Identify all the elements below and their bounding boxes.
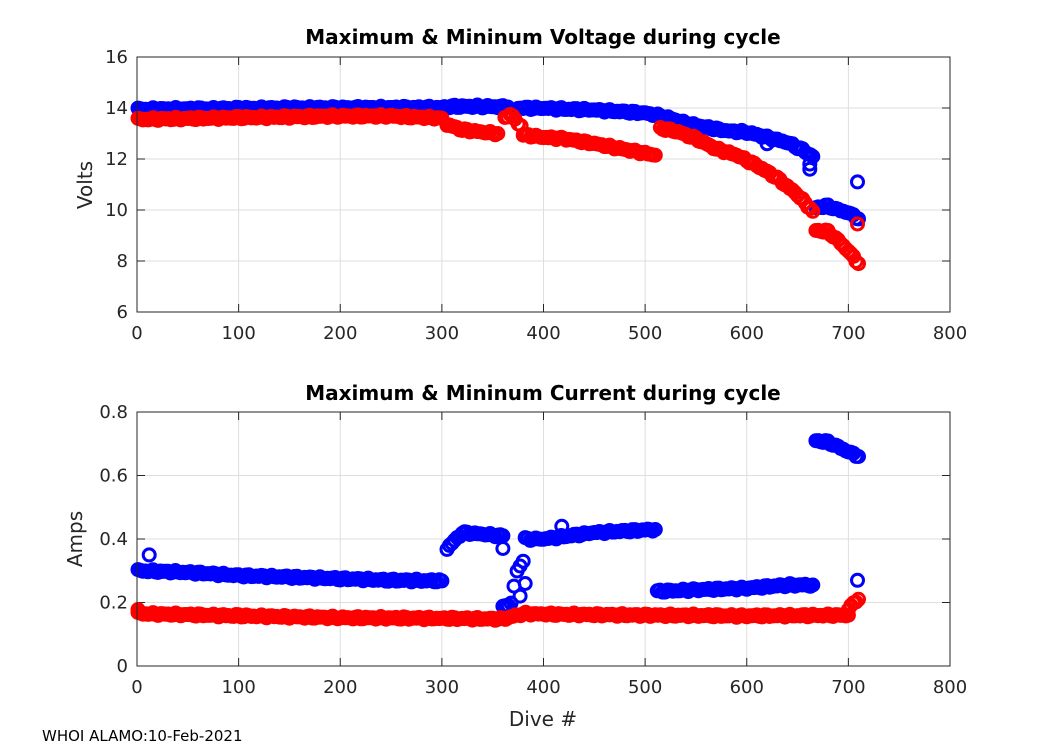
current-axes-frame	[136, 411, 951, 667]
data-point-maximum	[850, 572, 865, 588]
voltage-x-tick-label: 200	[323, 323, 357, 344]
current-x-tick-label: 800	[933, 677, 967, 698]
current-y-axis-label: Amps	[63, 511, 87, 567]
current-y-tick-label: 0.6	[99, 466, 128, 487]
data-point-maximum	[805, 577, 821, 593]
voltage-y-tick-label: 8	[117, 251, 128, 272]
current-y-tick-label: 0.4	[99, 529, 128, 550]
voltage-y-tick-label: 12	[105, 149, 128, 170]
current-x-tick-label: 400	[526, 677, 560, 698]
current-chart: 0 100 200 300 400 500 600 700 800 0 0.2 0.4 0.6 0.8 M…	[63, 381, 967, 731]
data-point-minimum	[851, 591, 866, 607]
voltage-y-tick-label: 6	[117, 302, 128, 323]
data-point-maximum	[512, 588, 528, 604]
voltage-tick-labels: 0 100 200 300 400 500 600 700 800 6 8 10 12 14 16	[105, 47, 967, 344]
data-point-maximum	[802, 161, 818, 177]
data-point-maximum	[495, 541, 511, 556]
current-data-points	[130, 433, 866, 628]
voltage-x-tick-label: 700	[831, 323, 865, 344]
voltage-y-tick-label: 14	[105, 98, 128, 119]
voltage-x-tick-label: 600	[730, 323, 764, 344]
current-chart-title: Maximum & Mininum Current during cycle	[305, 381, 781, 405]
voltage-series-minimum	[130, 106, 866, 272]
current-y-tick-label: 0	[117, 656, 128, 677]
footer-timestamp: WHOI ALAMO:10-Feb-2021	[42, 727, 243, 745]
data-point-maximum	[517, 576, 533, 591]
data-point-maximum	[515, 553, 531, 569]
data-point-maximum	[647, 522, 663, 537]
data-point-minimum	[490, 126, 506, 141]
data-point-maximum	[759, 136, 775, 152]
current-series-maximum	[130, 433, 866, 614]
data-point-minimum	[848, 594, 864, 610]
data-point-maximum	[434, 573, 450, 589]
voltage-data-points	[130, 97, 866, 272]
data-point-minimum	[851, 256, 866, 272]
voltage-y-axis-label: Volts	[73, 161, 97, 209]
current-x-tick-label: 600	[730, 677, 764, 698]
data-point-minimum	[850, 216, 865, 232]
data-point-maximum	[802, 156, 818, 172]
voltage-x-tick-label: 400	[526, 323, 560, 344]
current-x-tick-label: 100	[221, 677, 255, 698]
voltage-x-tick-label: 500	[628, 323, 662, 344]
current-tick-labels: 0 100 200 300 400 500 600 700 800 0 0.2 0.4 0.6 0.8	[99, 402, 967, 698]
data-point-minimum	[647, 147, 663, 163]
current-y-tick-label: 0.2	[99, 593, 128, 614]
voltage-x-tick-label: 100	[221, 323, 255, 344]
voltage-chart: 0 100 200 300 400 500 600 700 800 6 8 10 12 14 16 Maxi…	[73, 25, 967, 344]
data-point-minimum	[805, 203, 821, 219]
data-point-maximum	[850, 174, 865, 190]
voltage-x-tick-label: 0	[131, 323, 142, 344]
voltage-x-tick-label: 300	[425, 323, 459, 344]
data-point-maximum	[141, 547, 157, 563]
current-y-tick-label: 0.8	[99, 402, 128, 423]
voltage-chart-title: Maximum & Mininum Voltage during cycle	[305, 25, 780, 49]
voltage-x-tick-label: 800	[933, 323, 967, 344]
current-x-axis-label: Dive #	[509, 707, 577, 731]
data-point-maximum	[554, 518, 570, 534]
current-series-minimum	[130, 591, 866, 628]
data-point-minimum	[130, 602, 146, 617]
current-x-tick-label: 200	[323, 677, 357, 698]
current-x-tick-label: 500	[628, 677, 662, 698]
voltage-y-tick-label: 10	[105, 200, 128, 221]
current-x-tick-label: 700	[831, 677, 865, 698]
current-x-tick-label: 0	[131, 677, 142, 698]
data-point-maximum	[851, 449, 866, 464]
voltage-y-tick-label: 16	[105, 47, 128, 68]
current-x-tick-label: 300	[425, 677, 459, 698]
voltage-axes-frame	[136, 56, 951, 313]
